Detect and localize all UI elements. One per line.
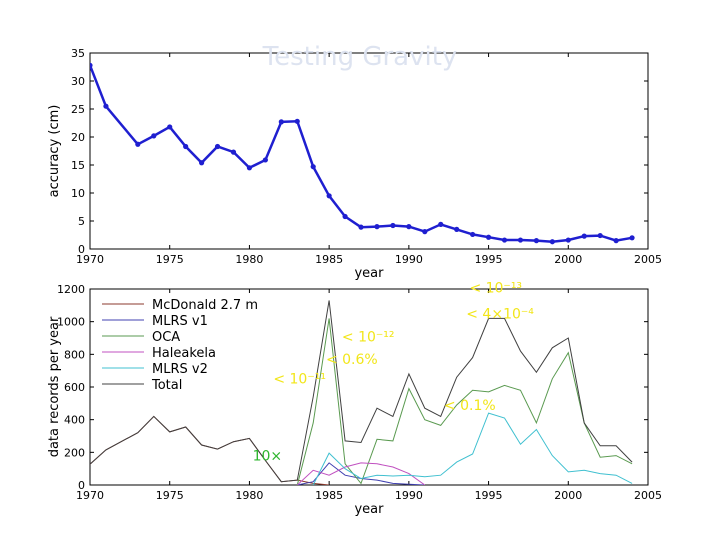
data-point [214,143,221,150]
accuracy-ytick-label: 0 [78,243,85,256]
data-point [470,231,476,238]
data-point [262,157,268,163]
data-point [597,232,603,239]
records-xtick-label: 1980 [235,489,263,502]
data-point [581,233,587,239]
records-xtick-label: 1975 [156,489,184,502]
data-layer [90,62,635,485]
records-ytick-label: 1200 [57,283,85,296]
series-line-mlrs-v2 [312,412,633,485]
records-xtick-label: 2005 [634,489,662,502]
data-point [533,238,540,244]
data-point [167,124,173,130]
records-xtick-label: 1985 [315,489,343,502]
data-point [406,224,412,230]
data-point [230,149,237,155]
accuracy-ytick-label: 35 [71,47,85,60]
data-point [278,119,284,125]
annotation-label: < 10⁻¹² [342,329,395,345]
legend-entry: OCA [152,330,180,345]
accuracy-yaxis-label: accuracy (cm) [47,105,62,198]
accuracy-ytick-label: 5 [78,215,85,228]
data-point [326,193,332,199]
data-point [565,237,571,243]
records-ytick-label: 400 [64,414,85,427]
records-ytick-label: 600 [64,381,85,394]
data-point [135,141,141,147]
data-point [374,224,380,230]
data-point [246,165,253,171]
accuracy-xtick-label: 1970 [76,253,104,266]
data-point [90,62,93,68]
series-line-mlrs-v1 [297,462,425,485]
accuracy-xaxis-label: year [354,266,384,281]
legend-entry: MLRS v2 [152,362,208,377]
data-point [629,235,635,241]
accuracy-xtick-label: 2005 [634,253,662,266]
series-line-accuracy [90,64,633,243]
records-xtick-label: 1970 [76,489,104,502]
records-xaxis-label: year [354,502,384,517]
text-layer: 1970 1975 1980 1985 1990 1995 2000 200505101520… [47,47,662,517]
records-ytick-label: 800 [64,348,85,361]
records-ytick-label: 200 [64,446,85,459]
records-ytick-label: 1000 [57,316,85,329]
data-point [438,221,444,227]
data-point [294,118,300,124]
data-point [103,103,109,109]
legend-entry: McDonald 2.7 m [152,298,258,313]
data-point [422,229,428,235]
accuracy-xtick-label: 1985 [315,253,343,266]
annotation-label: 10× [253,449,283,465]
records-ytick-label: 0 [78,479,85,492]
records-xtick-label: 2000 [554,489,582,502]
data-point [501,237,508,243]
accuracy-ytick-label: 15 [71,159,85,172]
data-point [310,164,316,170]
data-point [358,224,364,230]
legend-entry: Haleakela [152,346,216,361]
series-line-haleakela [296,462,426,485]
accuracy-ytick-label: 20 [71,131,85,144]
accuracy-ytick-label: 10 [71,187,85,200]
data-point [613,238,619,244]
data-point [390,222,396,229]
data-point [183,143,189,150]
annotation-label: < 10⁻¹³ [469,280,522,296]
accuracy-xtick-label: 1990 [395,253,423,266]
annotation-label: < 0.1% [444,398,496,414]
data-point [151,133,157,139]
accuracy-xtick-label: 1980 [235,253,263,266]
data-point [342,213,348,220]
accuracy-xtick-label: 2000 [554,253,582,266]
records-xtick-label: 1995 [475,489,503,502]
chart-title: Testing Gravity [262,42,458,72]
data-point [517,237,524,243]
legend-entry: Total [151,378,182,393]
data-point [549,239,555,245]
records-xtick-label: 1990 [395,489,423,502]
series-line-mcdonald-2-7-m [90,415,330,485]
series-line-total [90,300,633,483]
annotation-label: < 10⁻¹¹ [273,372,326,388]
accuracy-xtick-label: 1995 [475,253,503,266]
accuracy-ytick-label: 25 [71,103,85,116]
accuracy-ytick-label: 30 [71,75,85,88]
annotation-label: < 4×10⁻⁴ [466,306,534,322]
annotation-label: < 0.6% [326,352,378,368]
data-point [485,234,492,240]
accuracy-axes-frame [89,52,649,250]
legend-entry: MLRS v1 [152,314,208,329]
records-yaxis-label: data records per year [47,316,62,457]
accuracy-xtick-label: 1975 [156,253,184,266]
data-point [454,226,460,232]
axes-layer [89,52,649,486]
data-point [199,160,205,166]
